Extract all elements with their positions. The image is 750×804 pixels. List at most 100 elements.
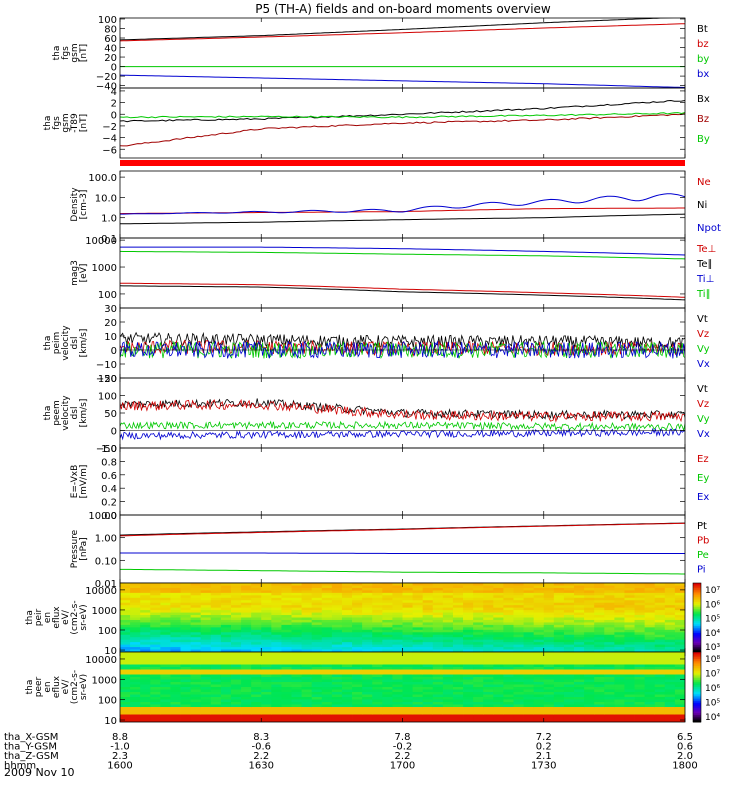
spectrogram-cell	[321, 602, 333, 606]
spectrogram-cell	[432, 677, 444, 680]
spectrogram-cell	[341, 595, 353, 599]
spectrogram-cell	[271, 707, 282, 710]
spectrogram-cell	[362, 592, 373, 596]
spectrogram-cell	[503, 644, 514, 648]
spectrogram-cell	[614, 644, 625, 648]
spectrogram-cell	[210, 612, 222, 616]
spectrogram-cell	[301, 657, 313, 660]
spectrogram-cell	[180, 590, 192, 594]
spectrogram-cell	[372, 612, 383, 616]
spectrogram-cell	[523, 639, 535, 643]
spectrogram-cell	[120, 712, 131, 715]
y-axis-label-line: tha	[25, 680, 35, 695]
spectrogram-cell	[281, 605, 292, 609]
spectrogram-cell	[594, 639, 605, 643]
spectrogram-cell	[473, 637, 484, 641]
spectrogram-cell	[493, 607, 504, 611]
spectrogram-cell	[624, 654, 635, 658]
spectrogram-cell	[442, 610, 454, 613]
spectrogram-cell	[624, 615, 635, 618]
spectrogram-cell	[372, 707, 383, 710]
spectrogram-cell	[452, 642, 464, 645]
spectrogram-cell	[230, 657, 242, 660]
spectrogram-cell	[604, 702, 615, 705]
spectrogram-cell	[301, 654, 313, 658]
spectrogram-cell	[321, 664, 333, 668]
spectrogram-cell	[150, 664, 161, 668]
spectrogram-cell	[352, 712, 363, 715]
legend-vt: Vt	[697, 384, 708, 395]
spectrogram-cell	[634, 637, 646, 641]
spectrogram-cell	[352, 585, 363, 589]
spectrogram-cell	[644, 689, 656, 693]
spectrogram-cell	[654, 587, 666, 591]
spectrogram-cell	[483, 657, 494, 660]
spectrogram-cell	[644, 684, 656, 688]
spectrogram-cell	[483, 600, 494, 604]
spectrogram-cell	[644, 692, 656, 695]
spectrogram-cell	[291, 672, 303, 675]
spectrogram-cell	[442, 590, 454, 594]
spectrogram-cell	[190, 612, 202, 616]
spectrogram-cell	[604, 662, 615, 665]
spectrogram-cell	[180, 627, 192, 631]
spectrogram-cell	[473, 679, 484, 683]
spectrogram-cell	[493, 714, 504, 718]
spectrogram-cell	[392, 629, 403, 633]
spectrogram-cell	[170, 694, 181, 698]
spectrogram-cell	[251, 605, 262, 609]
spectrogram-cell	[352, 612, 363, 616]
spectrogram-cell	[624, 669, 635, 673]
spectrogram-cell	[170, 615, 181, 618]
spectrogram-cell	[563, 647, 575, 650]
spectrogram-cell	[362, 702, 373, 705]
spectrogram-cell	[210, 669, 222, 673]
spectrogram-cell	[362, 602, 373, 606]
spectrogram-cell	[120, 622, 131, 626]
colorbar-step	[693, 614, 701, 617]
spectrogram-cell	[442, 639, 454, 643]
spectrogram-cell	[321, 707, 333, 710]
spectrogram-cell	[574, 664, 585, 668]
spectrogram-cell	[574, 644, 585, 648]
spectrogram-cell	[422, 644, 434, 648]
spectrogram-cell	[301, 595, 313, 599]
spectrogram-cell	[200, 667, 212, 670]
colorbar-step	[693, 605, 701, 608]
spectrogram-cell	[150, 602, 161, 606]
spectrogram-cell	[584, 597, 595, 601]
spectrogram-cell	[352, 669, 363, 673]
spectrogram-cell	[483, 627, 494, 631]
spectrogram-cell	[331, 679, 343, 683]
spectrogram-cell	[160, 657, 171, 660]
spectrogram-cell	[432, 597, 444, 601]
spectrogram-cell	[352, 662, 363, 665]
spectrogram-cell	[412, 692, 424, 695]
spectrogram-cell	[362, 704, 373, 708]
spectrogram-cell	[654, 642, 666, 645]
spectrogram-cell	[160, 597, 171, 601]
spectrogram-cell	[180, 600, 192, 604]
spectrogram-cell	[543, 709, 555, 713]
spectrogram-cell	[392, 622, 403, 626]
spectrogram-cell	[412, 674, 424, 678]
spectrogram-cell	[261, 689, 272, 693]
spectrogram-cell	[140, 684, 151, 688]
spectrogram-cell	[493, 674, 504, 678]
spectrogram-cell	[574, 624, 585, 628]
spectrogram-cell	[261, 702, 272, 705]
colorbar-step	[693, 591, 701, 594]
spectrogram-cell	[362, 719, 373, 722]
spectrogram-cell	[604, 647, 615, 650]
y-axis-label-line: mag3	[70, 260, 80, 286]
spectrogram-cell	[311, 667, 323, 670]
spectrogram-cell	[372, 622, 383, 626]
spectrogram-cell	[563, 697, 575, 700]
spectrogram-cell	[321, 619, 333, 623]
panel-frame	[119, 170, 686, 239]
spectrogram-cell	[503, 624, 514, 628]
spectrogram-cell	[553, 679, 565, 683]
spectrogram-cell	[120, 659, 131, 663]
spectrogram-cell	[271, 689, 282, 693]
